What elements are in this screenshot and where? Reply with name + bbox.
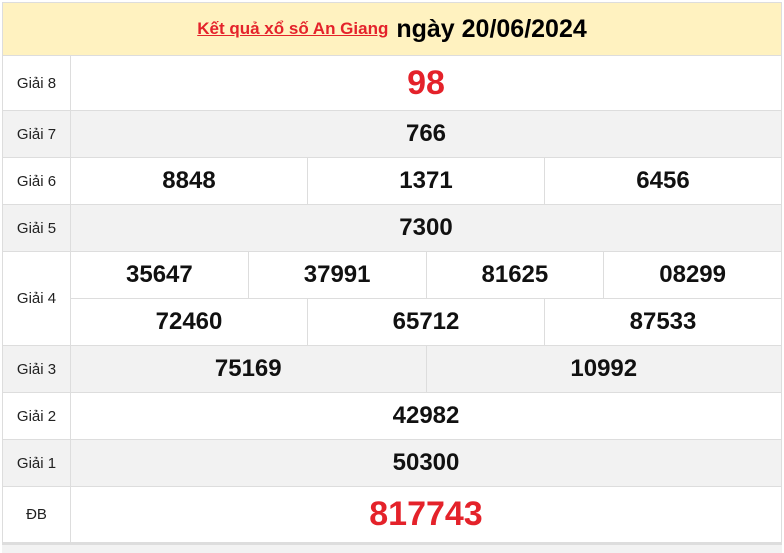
prize-number: 1371 <box>307 158 544 204</box>
prize-label: Giải 3 <box>3 346 71 392</box>
prize-row: Giải 3 75169 10992 <box>2 346 782 393</box>
results-link[interactable]: Kết quả xổ số An Giang <box>197 19 389 38</box>
prize-number: 766 <box>405 120 447 147</box>
prize-number: 35647 <box>126 261 193 288</box>
next-table-edge <box>2 543 782 553</box>
prize-number: 81625 <box>425 252 604 298</box>
prize-number: 7300 <box>399 214 453 241</box>
prize-label: Giải 6 <box>3 158 71 204</box>
prize-number: 50300 <box>392 449 460 476</box>
prize-number: 37991 <box>247 252 426 298</box>
prize-number: 75169 <box>214 355 282 382</box>
prize-number: 65712 <box>307 299 544 345</box>
prize-label: Giải 5 <box>3 205 71 251</box>
prize-number: 98 <box>407 63 445 102</box>
prize-row: Giải 7 766 <box>2 111 782 158</box>
prize-row: Giải 1 50300 <box>2 440 782 487</box>
prize-label: Giải 7 <box>3 111 71 157</box>
prize-row: Giải 6 8848 1371 6456 <box>2 158 782 205</box>
prize-number: 08299 <box>603 252 781 298</box>
prize-number: 72460 <box>155 308 223 335</box>
prize-number: 42982 <box>392 402 460 429</box>
prize-row: Giải 4 35647 37991 81625 08299 72460 65712 8753… <box>2 252 782 346</box>
results-header: Kết quả xổ số An Giang ngày 20/06/2024 <box>2 2 782 56</box>
prize-number: 6456 <box>544 158 781 204</box>
prize-row: Giải 5 7300 <box>2 205 782 252</box>
prize-label: ĐB <box>3 487 71 542</box>
prize-label: Giải 8 <box>3 56 71 110</box>
prize-number: 10992 <box>425 346 782 392</box>
prize-number: 8848 <box>162 167 216 194</box>
prize-row: Giải 2 42982 <box>2 393 782 440</box>
prize-row: Giải 8 98 <box>2 56 782 111</box>
prize-label: Giải 2 <box>3 393 71 439</box>
results-date: ngày 20/06/2024 <box>396 14 587 43</box>
prize-number: 87533 <box>544 299 781 345</box>
prize-number: 817743 <box>369 495 483 533</box>
prize-label: Giải 1 <box>3 440 71 486</box>
prize-row: ĐB 817743 <box>2 487 782 543</box>
prize-label: Giải 4 <box>3 252 71 345</box>
